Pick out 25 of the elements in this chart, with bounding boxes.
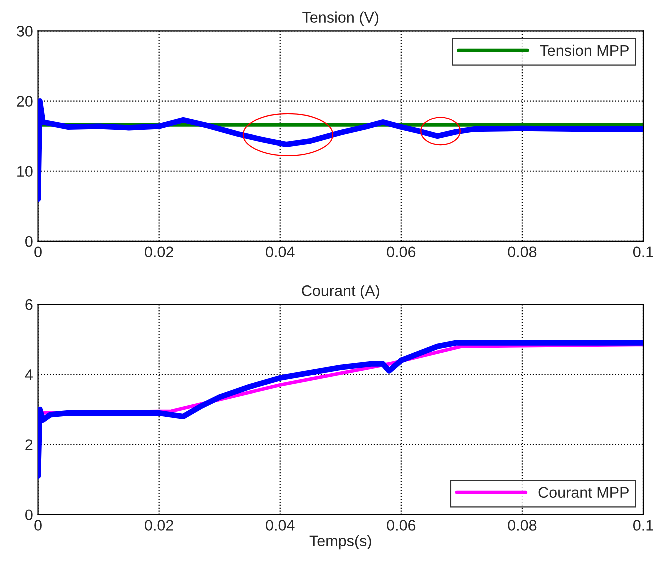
y-tick-label: 0 [26,236,33,248]
x-tick-label: 0.1 [633,246,654,258]
legend-label: Tension MPP [540,44,629,56]
x-tick-label: 0.06 [387,246,416,258]
y-tick-label: 30 [17,26,33,37]
y-tick-label: 10 [18,166,33,178]
y-tick-label: 6 [26,299,33,310]
x-tick-label: 0.08 [508,520,537,531]
y-tick-label: 2 [26,440,33,450]
x-axis-title: Temps(s) [310,535,372,550]
x-tick-label: 0.06 [387,520,416,531]
y-tick-label: 0 [26,510,33,521]
x-tick-label: 0.02 [145,520,174,531]
x-tick-label: 0 [34,520,42,531]
x-tick-label: 0.1 [633,520,654,531]
chart-title: Tension (V) [302,12,379,26]
y-tick-label: 4 [25,370,33,380]
y-tick-label: 20 [17,96,33,107]
x-tick-label: 0.08 [508,246,537,258]
legend-label: Courant MPP [538,487,629,498]
x-tick-label: 0.02 [145,246,174,258]
x-tick-label: 0.04 [266,520,295,531]
chart-title: Courant (A) [302,285,380,300]
x-tick-label: 0 [34,246,42,258]
x-tick-label: 0.04 [266,246,295,258]
